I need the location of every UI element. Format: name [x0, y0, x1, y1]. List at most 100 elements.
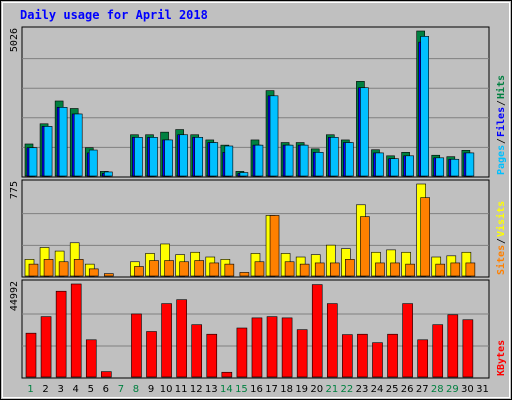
- x-tick-label: 13: [205, 384, 218, 395]
- bar-pages-day-8: [134, 137, 143, 177]
- legend-separator: /: [496, 238, 507, 244]
- x-tick-label: 27: [416, 384, 429, 395]
- bar-kbytes-day-24: [372, 342, 383, 378]
- x-tick-label: 7: [118, 384, 124, 395]
- x-tick-label: 6: [103, 384, 109, 395]
- bar-sites-day-8: [134, 266, 144, 277]
- bar-sites-day-20: [314, 262, 325, 277]
- bar-kbytes-day-4: [70, 283, 82, 378]
- bar-kbytes-day-17: [266, 316, 278, 378]
- bar-sites-day-1: [28, 263, 39, 277]
- bar-pages-day-13: [209, 142, 219, 177]
- bar-sites-day-15: [239, 272, 250, 277]
- bar-pages-day-30: [465, 152, 475, 177]
- bar-sites-day-16: [254, 261, 265, 277]
- bar-sites-day-22: [345, 259, 355, 277]
- chart-title: Daily usage for April 2018: [20, 8, 208, 22]
- panel-kbytes: 44992 KBytes: [9, 279, 507, 379]
- bar-kbytes-day-22: [342, 334, 353, 378]
- bar-pages-day-11: [179, 134, 188, 177]
- x-tick-label: 15: [235, 384, 248, 395]
- bar-pages-day-2: [43, 126, 53, 177]
- y-max-label: 44992: [9, 281, 20, 311]
- x-tick-label: 3: [57, 384, 63, 395]
- bar-kbytes-day-13: [206, 333, 218, 378]
- bar-sites-day-17: [269, 215, 280, 277]
- bar-sites-day-13: [209, 262, 220, 277]
- bar-pages-day-9: [149, 137, 158, 177]
- x-tick-label: 9: [148, 384, 154, 395]
- bar-pages-day-12: [194, 137, 204, 177]
- legend-kbytes: KBytes: [496, 340, 507, 376]
- x-tick-label: 25: [386, 384, 399, 395]
- bar-sites-day-27: [420, 197, 430, 277]
- bar-kbytes-day-26: [402, 303, 413, 378]
- panel-visits-sites: 775 Sites/Visits: [9, 179, 507, 278]
- bar-pages-day-18: [284, 144, 294, 177]
- x-tick-label: 10: [160, 384, 173, 395]
- bar-pages-day-20: [314, 152, 324, 177]
- bar-pages-day-10: [164, 139, 173, 177]
- bar-kbytes-day-16: [251, 317, 263, 378]
- bar-pages-day-28: [435, 157, 445, 177]
- bar-pages-day-16: [254, 144, 264, 177]
- bar-kbytes-day-3: [55, 290, 67, 378]
- x-tick-label: 8: [133, 384, 139, 395]
- bar-kbytes-day-10: [161, 303, 172, 378]
- bar-pages-day-21: [329, 137, 339, 177]
- legend-pages: Pages: [496, 145, 507, 175]
- bar-pages-day-24: [375, 152, 384, 177]
- x-tick-label: 31: [476, 384, 489, 395]
- bar-sites-day-28: [435, 263, 446, 277]
- bar-pages-day-15: [239, 172, 249, 177]
- bar-sites-day-23: [360, 216, 370, 277]
- bar-pages-day-29: [450, 158, 460, 177]
- x-tick-label: 18: [280, 384, 293, 395]
- x-tick-label: 24: [371, 384, 384, 395]
- bar-kbytes-day-18: [281, 317, 293, 378]
- x-tick-label: 21: [325, 384, 338, 395]
- x-tick-label: 22: [341, 384, 354, 395]
- bar-sites-day-9: [149, 260, 159, 277]
- bar-kbytes-day-20: [311, 284, 323, 378]
- bar-sites-day-14: [224, 263, 235, 277]
- bar-pages-day-1: [28, 147, 38, 177]
- x-tick-label: 16: [250, 384, 263, 395]
- bar-kbytes-day-15: [236, 327, 248, 378]
- bar-kbytes-day-9: [146, 331, 157, 378]
- bar-pages-day-4: [73, 113, 83, 177]
- bar-sites-day-11: [179, 261, 189, 277]
- x-tick-label: 5: [88, 384, 94, 395]
- bar-kbytes-day-12: [191, 324, 203, 378]
- bar-sites-day-25: [390, 262, 400, 277]
- x-tick-label: 19: [295, 384, 308, 395]
- panel-legend: KBytes: [496, 340, 507, 376]
- legend-visits: Visits: [495, 201, 507, 237]
- bar-sites-day-19: [299, 263, 310, 277]
- bar-sites-day-24: [375, 262, 385, 277]
- y-max-label: 775: [9, 181, 20, 199]
- bar-pages-day-3: [58, 107, 68, 177]
- bar-pages-day-5: [88, 149, 98, 177]
- x-tick-label: 30: [461, 384, 474, 395]
- bar-sites-day-4: [73, 259, 84, 277]
- bar-sites-day-18: [284, 261, 295, 277]
- legend-hits: Hits: [495, 75, 507, 99]
- bar-kbytes-day-11: [176, 299, 187, 378]
- bar-sites-day-2: [43, 259, 54, 277]
- bar-kbytes-day-1: [25, 332, 37, 378]
- bar-sites-day-5: [88, 268, 99, 277]
- panel-legend: Sites/Visits: [495, 201, 507, 275]
- bar-kbytes-day-19: [296, 329, 308, 378]
- bar-sites-day-21: [329, 262, 340, 277]
- bar-kbytes-day-27: [417, 339, 428, 378]
- x-tick-label: 17: [265, 384, 278, 395]
- bar-pages-day-23: [360, 87, 369, 177]
- bar-pages-day-19: [299, 144, 309, 177]
- bar-sites-day-29: [450, 262, 461, 277]
- legend-separator: /: [496, 138, 507, 144]
- bar-kbytes-day-5: [85, 339, 97, 378]
